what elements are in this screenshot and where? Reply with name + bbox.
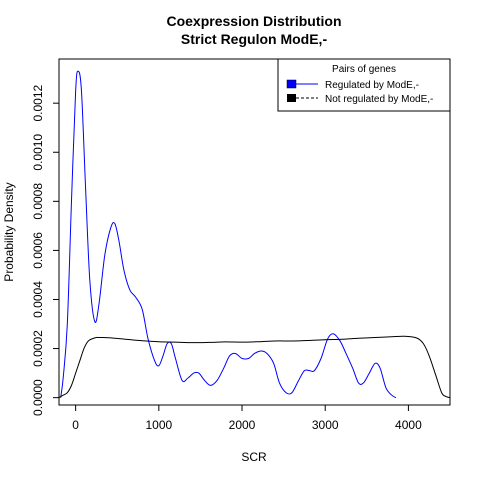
- legend-title: Pairs of genes: [332, 64, 396, 75]
- y-tick-label: 0.0012: [31, 84, 45, 121]
- x-axis: 0 1000 2000 3000 4000: [72, 405, 422, 432]
- plot-frame: [58, 58, 451, 406]
- chart-title-line-2: Strict Regulon ModE,-: [181, 31, 328, 47]
- y-axis-label: Probability Density: [2, 182, 16, 281]
- x-tick-label: 0: [72, 418, 79, 432]
- y-tick-label: 0.0008: [31, 183, 45, 220]
- y-tick-label: 0.0004: [31, 281, 45, 318]
- legend-entry-regulated: Regulated by ModE,-: [325, 80, 419, 91]
- y-axis: 0.0000 0.0002 0.0004 0.0006 0.0008 0.0010 0.00…: [31, 84, 59, 416]
- y-tick-label: 0.0006: [31, 232, 45, 269]
- legend: Pairs of genes Regulated by ModE,- Not r…: [277, 58, 451, 112]
- series-line-not-regulated: [58, 335, 451, 399]
- legend-swatch-regulated: [286, 79, 297, 89]
- legend-swatch-not-regulated: [287, 94, 296, 102]
- x-tick-label: 1000: [145, 418, 172, 432]
- y-tick-label: 0.0000: [31, 379, 45, 416]
- plot-lines: [58, 70, 451, 399]
- y-tick-label: 0.0010: [31, 134, 45, 171]
- y-tick-label: 0.0002: [31, 330, 45, 367]
- legend-box: [277, 58, 451, 112]
- series-line-regulated: [60, 70, 397, 399]
- legend-entry-not-regulated: Not regulated by ModE,-: [325, 94, 433, 105]
- x-tick-label: 4000: [395, 418, 422, 432]
- x-tick-label: 2000: [229, 418, 256, 432]
- chart-title-line-1: Coexpression Distribution: [166, 13, 341, 29]
- x-tick-label: 3000: [312, 418, 339, 432]
- x-axis-label: SCR: [241, 450, 267, 464]
